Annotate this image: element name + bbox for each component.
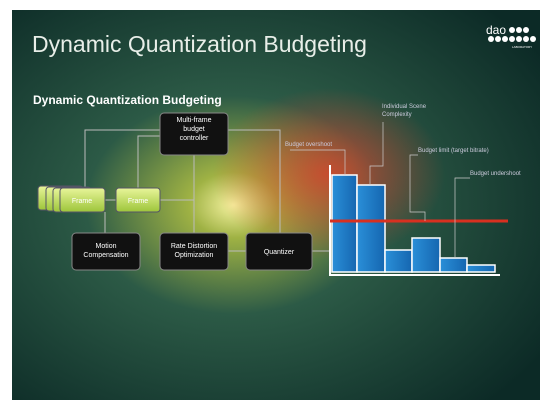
- annotation: Budget limit (target bitrate): [418, 148, 489, 154]
- node-label: Frame: [128, 198, 148, 205]
- slide-title: Dynamic Quantization Budgeting: [32, 31, 367, 57]
- slide: Dynamic Quantization Budgeting dao LABOR…: [0, 0, 547, 412]
- annotation: Budget undershoot: [470, 171, 521, 177]
- node-label: Frame: [72, 198, 92, 205]
- diagram-title: Dynamic Quantization Budgeting: [33, 93, 222, 107]
- logo-sub: LABORATORY: [512, 45, 532, 49]
- annotation: Budget overshoot: [285, 142, 332, 148]
- node-label: Quantizer: [264, 249, 295, 256]
- logo: dao: [486, 23, 506, 37]
- page: Dynamic Quantization Budgeting dao LABOR…: [0, 0, 547, 412]
